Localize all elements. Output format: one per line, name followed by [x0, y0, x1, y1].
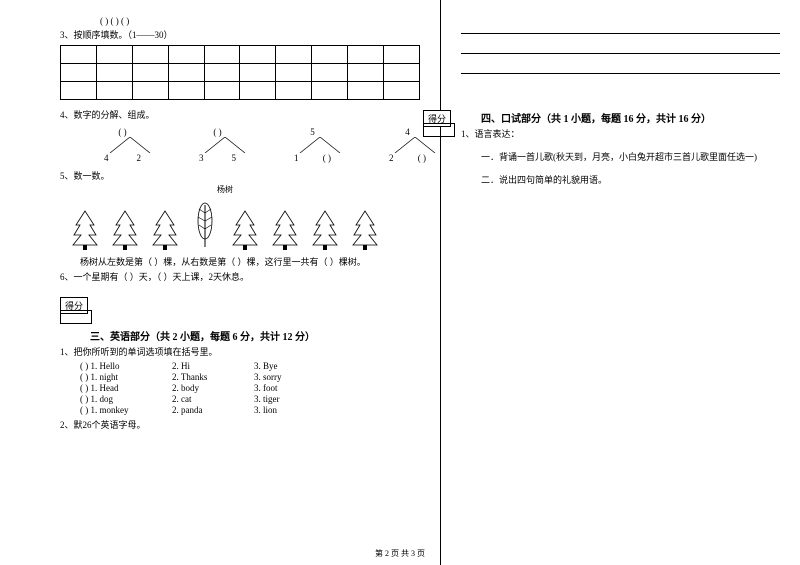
q6-text: 6、一个星期有（ ）天，（ ）天上课，2天休息。	[60, 270, 430, 283]
eng-row: ( ) 1. night 2. Thanks 3. sorry	[80, 372, 430, 382]
decomp-3: 5 1 ( )	[290, 127, 335, 163]
pine-tree-icon	[230, 209, 260, 251]
trees-row	[70, 201, 430, 251]
eng-cell: 3. foot	[254, 383, 314, 393]
q4-text: 4、数字的分解、组成。	[60, 108, 430, 121]
right-q1: 1、语言表达：	[461, 127, 780, 140]
q3-text: 3、按顺序填数。（1——30）	[60, 28, 430, 41]
q5-blank-text: 杨树从左数是第（ ）棵，从右数是第（ ）棵，这行里一共有（ ）棵树。	[80, 255, 430, 268]
eng-row: ( ) 1. Head 2. body 3. foot	[80, 383, 430, 393]
eng-cell: 3. lion	[254, 405, 314, 415]
paren-row: ( ) ( ) ( )	[100, 16, 430, 26]
score-box: 得分	[60, 297, 88, 314]
right-line-a: 一．背诵一首儿歌(秋天到，月亮，小白兔开超市三首儿歌里面任选一)	[481, 150, 780, 163]
decomp-1-top: ( )	[100, 127, 145, 137]
pine-tree-icon	[310, 209, 340, 251]
decomp-4-left: 2	[389, 153, 394, 163]
eng-cell: ( ) 1. Hello	[80, 361, 150, 371]
pine-tree-icon	[150, 209, 180, 251]
eng-cell: ( ) 1. dog	[80, 394, 150, 404]
eng-cell: 2. Hi	[172, 361, 232, 371]
eng-q1: 1、把你所听到的单词选项填在括号里。	[60, 345, 430, 358]
eng-row: ( ) 1. monkey 2. panda 3. lion	[80, 405, 430, 415]
q5-text: 5、数一数。	[60, 169, 430, 182]
decomp-1: ( ) 4 2	[100, 127, 145, 163]
eng-cell: 3. Bye	[254, 361, 314, 371]
section4-title: 四、口试部分（共 1 小题，每题 16 分，共计 16 分）	[481, 110, 780, 125]
answer-line[interactable]	[461, 20, 780, 34]
poplar-label: 杨树	[210, 184, 240, 195]
decomp-1-left: 4	[104, 153, 109, 163]
english-options: ( ) 1. Hello 2. Hi 3. Bye ( ) 1. night 2. T…	[80, 361, 430, 415]
decomp-2-top: ( )	[195, 127, 240, 137]
eng-row: ( ) 1. dog 2. cat 3. tiger	[80, 394, 430, 404]
eng-cell: 3. sorry	[254, 372, 314, 382]
eng-cell: ( ) 1. Head	[80, 383, 150, 393]
decomp-1-right: 2	[137, 153, 142, 163]
eng-cell: 2. panda	[172, 405, 232, 415]
section3-title: 三、英语部分（共 2 小题，每题 6 分，共计 12 分）	[90, 328, 430, 343]
eng-cell: 2. body	[172, 383, 232, 393]
pine-tree-icon	[70, 209, 100, 251]
decomp-3-right: ( )	[323, 153, 331, 163]
decomp-4-right: ( )	[418, 153, 426, 163]
pine-tree-icon	[350, 209, 380, 251]
answer-line[interactable]	[461, 60, 780, 74]
eng-cell: 2. Thanks	[172, 372, 232, 382]
decomp-2-left: 3	[199, 153, 204, 163]
decomp-3-left: 1	[294, 153, 299, 163]
right-line-b: 二．说出四句简单的礼貌用语。	[481, 173, 780, 186]
number-grid	[60, 45, 420, 100]
pine-tree-icon	[270, 209, 300, 251]
decomposition-row: ( ) 4 2 ( ) 3 5 5 1 ( ) 4 2 ( )	[100, 127, 430, 163]
eng-row: ( ) 1. Hello 2. Hi 3. Bye	[80, 361, 430, 371]
decomp-2-right: 5	[232, 153, 237, 163]
eng-q2: 2、默26个英语字母。	[60, 418, 430, 431]
poplar-tree-icon	[190, 201, 220, 251]
score-box: 得分	[423, 110, 451, 127]
page-footer: 第 2 页 共 3 页	[0, 548, 800, 559]
pine-tree-icon	[110, 209, 140, 251]
eng-cell: 3. tiger	[254, 394, 314, 404]
eng-cell: ( ) 1. night	[80, 372, 150, 382]
eng-cell: 2. cat	[172, 394, 232, 404]
decomp-2: ( ) 3 5	[195, 127, 240, 163]
eng-cell: ( ) 1. monkey	[80, 405, 150, 415]
answer-line[interactable]	[461, 40, 780, 54]
decomp-3-top: 5	[290, 127, 335, 137]
